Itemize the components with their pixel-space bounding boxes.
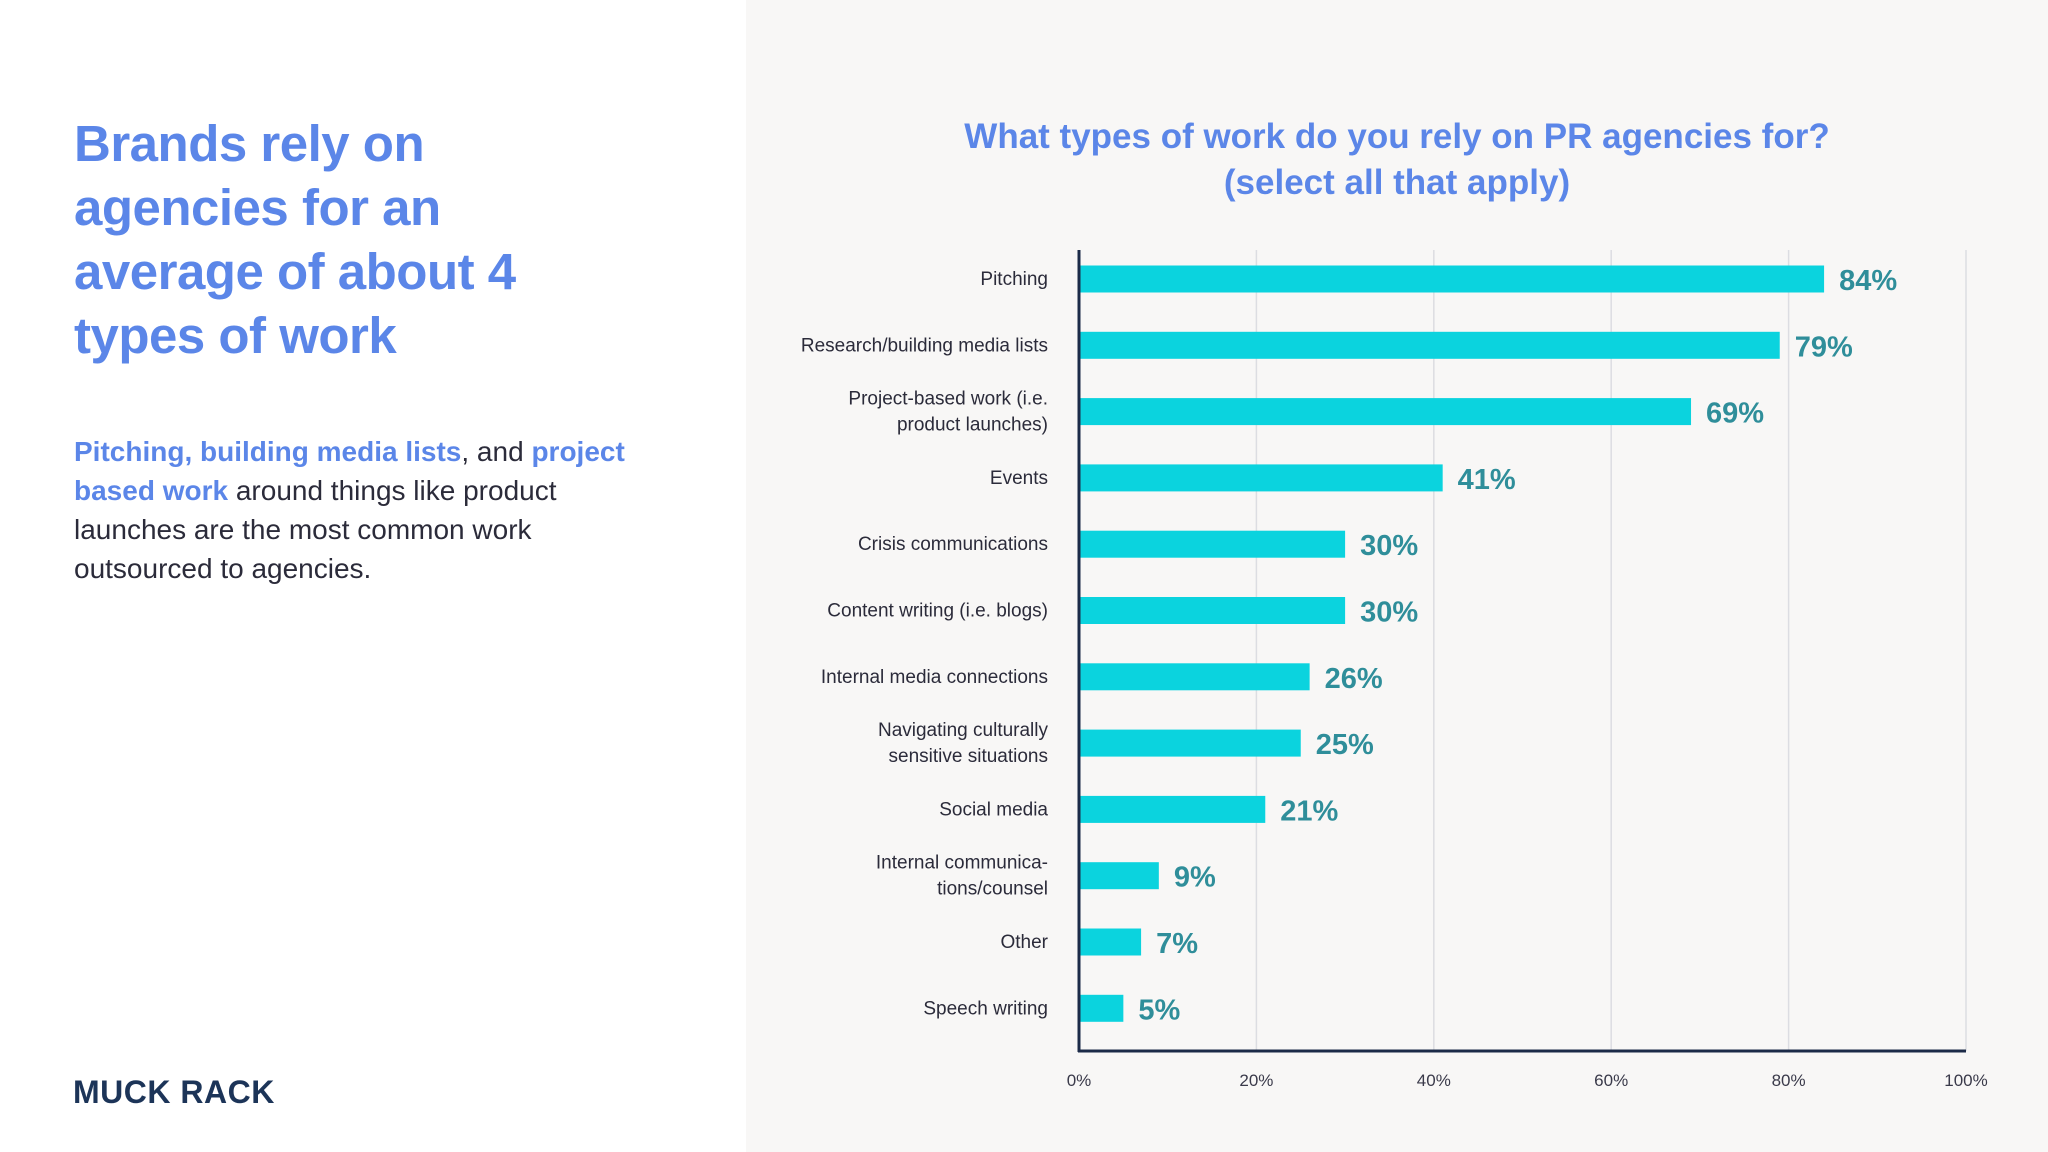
value-label-2: 69%	[1706, 398, 1764, 430]
bar-10	[1079, 928, 1142, 956]
headline: Brands rely on agencies for an average o…	[74, 115, 516, 364]
left-panel	[0, 0, 746, 1152]
bar-5	[1079, 597, 1346, 624]
bar-2	[1079, 398, 1692, 426]
bar-6	[1079, 663, 1310, 691]
category-label-3: Events	[990, 468, 1048, 489]
bar-9	[1079, 862, 1159, 890]
x-tick-label-60: 60%	[1594, 1071, 1628, 1090]
value-label-7: 25%	[1316, 729, 1374, 761]
category-label-11: Speech writing	[923, 998, 1048, 1019]
body-text-and: , and	[461, 436, 524, 467]
value-label-4: 30%	[1360, 530, 1418, 562]
category-label-7-line-1: sensitive situations	[889, 746, 1048, 767]
value-label-0: 84%	[1839, 265, 1897, 297]
category-label-2-line-1: product launches)	[897, 415, 1048, 436]
bar-11	[1079, 994, 1124, 1022]
x-tick-label-80: 80%	[1772, 1071, 1806, 1090]
category-label-0: Pitching	[980, 269, 1048, 290]
value-label-3: 41%	[1458, 464, 1516, 496]
bar-1	[1079, 331, 1780, 359]
chart-title-line-2: (select all that apply)	[1223, 163, 1571, 202]
category-label-5: Content writing (i.e. blogs)	[827, 601, 1048, 622]
x-tick-label-0: 0%	[1067, 1071, 1092, 1090]
category-label-1: Research/building media lists	[801, 335, 1048, 356]
body-text-rest: around things like product launches are …	[74, 475, 557, 584]
bar-8	[1079, 795, 1266, 823]
chart-title: What types of work do you rely on PR age…	[746, 114, 2048, 206]
category-label-2-line-0: Project-based work (i.e.	[848, 389, 1048, 410]
bar-3	[1079, 464, 1443, 492]
value-label-11: 5%	[1138, 994, 1180, 1026]
x-tick-label-40: 40%	[1417, 1071, 1451, 1090]
category-label-8: Social media	[939, 799, 1048, 820]
body-highlight-pitching-lists: Pitching, building media lists	[74, 436, 462, 467]
value-label-8: 21%	[1280, 795, 1338, 827]
chart-title-line-1: What types of work do you rely on PR age…	[964, 117, 1830, 156]
category-label-9-line-1: tions/counsel	[937, 879, 1048, 900]
value-label-6: 26%	[1325, 663, 1383, 695]
bar-0	[1079, 265, 1825, 293]
value-label-1: 79%	[1795, 331, 1853, 363]
body-text: Pitching, building media lists, and proj…	[74, 432, 634, 588]
category-label-10: Other	[1000, 932, 1048, 953]
x-tick-label-100: 100%	[1944, 1071, 1987, 1090]
value-label-5: 30%	[1360, 597, 1418, 629]
value-label-10: 7%	[1156, 928, 1198, 960]
category-label-4: Crisis communications	[858, 534, 1048, 555]
chart-panel	[746, 0, 2048, 1152]
category-label-7-line-0: Navigating culturally	[878, 720, 1049, 741]
category-label-6: Internal media connections	[821, 667, 1048, 688]
body-highlight-project-work: project based work	[74, 436, 625, 506]
value-label-9: 9%	[1174, 862, 1216, 894]
x-tick-label-20: 20%	[1239, 1071, 1273, 1090]
bar-4	[1079, 530, 1346, 558]
muck-rack-logo: MUCK RACK	[73, 1074, 275, 1110]
category-label-9-line-0: Internal communica-	[876, 853, 1048, 874]
bar-7	[1079, 729, 1301, 757]
